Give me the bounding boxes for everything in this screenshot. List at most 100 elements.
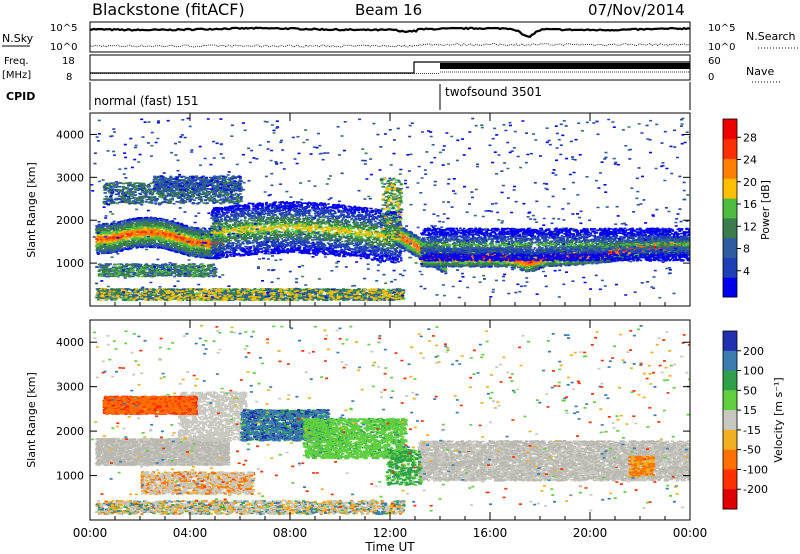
cpid-panel: CPID normal (fast) 151 twofsound 3501	[6, 82, 691, 110]
power-colorbar: 4 8 12 16 20 24 28	[722, 118, 757, 298]
velocity-ytick-label: 1000	[56, 470, 84, 483]
nave-tick-high: 60	[708, 56, 721, 67]
velocity-gray-night	[417, 440, 690, 482]
nsearch-label: N.Search	[746, 30, 796, 43]
power-ytick-label: 1000	[56, 257, 84, 270]
power-colorbar-tick-label: 28	[743, 131, 757, 144]
nsearch-tick-high: 10^5	[708, 23, 735, 34]
velocity-panel: 1000 2000 3000 4000 Slant Range [km] 200 100…	[25, 319, 785, 521]
power-band-evening	[95, 227, 225, 249]
time-tick-label: 00:00	[673, 526, 708, 540]
velocity-colorbar-tick-label: 15	[743, 404, 757, 417]
cpid-mode-1: normal (fast) 151	[94, 94, 198, 108]
power-band-evening	[95, 217, 225, 258]
power-colorbar-tick-label: 16	[743, 198, 757, 211]
power-band-descent	[395, 223, 448, 274]
power-colorbar-swatch	[723, 119, 737, 140]
power-y-ticks: 1000 2000 3000 4000	[56, 128, 690, 270]
power-colorbar-swatch	[723, 138, 737, 160]
freq-tick-high: 18	[62, 56, 75, 67]
power-band-night-upper	[420, 227, 690, 262]
power-colorbar-swatch	[723, 257, 737, 278]
velocity-colorbar-tick-label: 100	[743, 365, 764, 378]
power-colorbar-tick-label: 24	[743, 154, 757, 167]
power-colorbar-frame	[722, 118, 738, 298]
power-band-descent	[395, 223, 447, 275]
power-colorbar-tick-label: 20	[743, 176, 757, 189]
velocity-colorbar-swatch	[723, 331, 737, 352]
cpid-mode-2: twofsound 3501	[445, 85, 542, 99]
power-colorbar-label: Power [dB]	[759, 180, 772, 240]
velocity-orange-late	[628, 455, 656, 477]
velocity-colorbar-swatch	[723, 350, 737, 372]
freq-trace	[90, 61, 690, 74]
power-panel: 1000 2000 3000 4000 Slant Range [km] 4 8 12 16…	[25, 112, 772, 307]
velocity-colorbar-tick-label: -100	[743, 463, 768, 476]
nsky-panel: N.Sky 10^5 10^0 10^5 10^0 N.Search	[2, 21, 800, 53]
velocity-red-patch	[102, 395, 198, 415]
velocity-ytick-label: 2000	[56, 425, 84, 438]
time-tick-label: 00:00	[73, 526, 108, 540]
power-patch-upper2	[152, 175, 242, 191]
velocity-colorbar-swatch	[723, 429, 737, 451]
power-patch-low	[97, 263, 218, 278]
velocity-colorbar-swatch	[723, 489, 737, 510]
power-colorbar-tick-label: 4	[743, 265, 750, 278]
power-ytick-label: 3000	[56, 171, 84, 184]
power-band-day	[210, 215, 403, 250]
nsearch-tick-low: 10^0	[708, 42, 735, 53]
velocity-colorbar-swatch	[723, 449, 737, 470]
power-band-night	[420, 237, 690, 272]
power-colorbar-swatch	[723, 198, 737, 219]
power-spike	[380, 177, 403, 240]
velocity-green-patch	[302, 417, 408, 460]
power-spike	[381, 177, 403, 242]
power-colorbar-swatch	[723, 277, 737, 298]
power-ytick-label: 2000	[56, 214, 84, 227]
power-patch-low	[97, 263, 213, 278]
velocity-gray-evening	[95, 437, 231, 467]
power-band-evening	[95, 230, 222, 246]
cpid-label: CPID	[6, 90, 35, 103]
freq-tick-low: 8	[66, 72, 72, 83]
station-title: Blackstone (fitACF)	[92, 0, 245, 19]
time-tick-label: 20:00	[573, 526, 608, 540]
nave-trace	[90, 71, 690, 74]
power-colorbar-swatch	[723, 178, 737, 199]
nsky-trace	[89, 26, 691, 38]
nsky-tick-high: 10^5	[50, 23, 77, 34]
velocity-colorbar-tick-label: -50	[743, 444, 761, 457]
velocity-colorbar-swatch	[723, 390, 737, 411]
power-colorbar-swatch	[723, 158, 737, 179]
velocity-colorbar-tick-label: 50	[743, 384, 757, 397]
velocity-ytick-label: 4000	[56, 336, 84, 349]
velocity-ylabel: Slant Range [km]	[25, 372, 38, 468]
velocity-colorbar-swatch	[723, 370, 737, 391]
velocity-ytick-label: 3000	[56, 381, 84, 394]
date-title: 07/Nov/2014	[588, 1, 685, 19]
time-tick-label: 08:00	[273, 526, 308, 540]
power-band-day	[210, 210, 403, 253]
velocity-colorbar-swatch	[723, 469, 737, 490]
velocity-green-descent	[385, 448, 423, 486]
nave-tick-low: 0	[708, 72, 714, 83]
power-colorbar-swatch	[723, 217, 737, 239]
time-tick-label: 16:00	[473, 526, 508, 540]
power-band-evening	[95, 223, 225, 254]
time-axis: 00:00 04:00 08:00 12:00 16:00 20:00 00:00	[73, 113, 708, 540]
power-data	[90, 117, 690, 302]
velocity-colorbar-tick-label: -200	[743, 483, 768, 496]
velocity-colorbar-tick-label: 200	[743, 345, 764, 358]
power-ytick-label: 4000	[56, 128, 84, 141]
velocity-colorbar: 200 100 50 15 -15 -50 -100 -200	[722, 330, 768, 510]
velocity-data	[91, 324, 690, 515]
time-tick-label: 12:00	[373, 526, 408, 540]
beam-title: Beam 16	[355, 1, 422, 19]
velocity-ground-mix	[95, 500, 405, 515]
velocity-colorbar-frame	[722, 330, 738, 510]
power-colorbar-tick-label: 12	[743, 220, 757, 233]
power-colorbar-swatch	[723, 237, 737, 258]
power-band-night-upper	[420, 234, 690, 256]
freq-unit: [MHz]	[2, 70, 31, 81]
